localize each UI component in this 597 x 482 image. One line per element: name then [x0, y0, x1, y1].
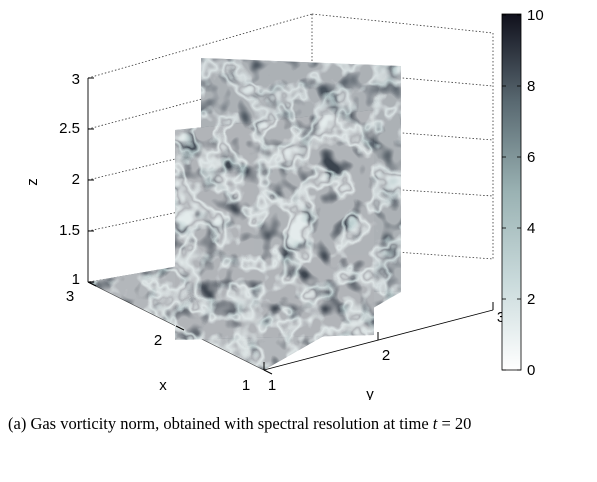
- caption-text: (a) Gas vorticity norm, obtained with sp…: [8, 414, 429, 433]
- y-axis: 1 2 3 y: [263, 302, 505, 400]
- caption-equation: = 20: [437, 414, 472, 433]
- y-tick-label: 1: [268, 377, 276, 394]
- x-tick-label: 1: [242, 377, 250, 394]
- z-axis: 1 1.5 2 2.5 3 z: [24, 71, 94, 288]
- y-axis-label: y: [366, 386, 374, 400]
- y-tick-label: 2: [382, 347, 390, 364]
- slice-xz-plane: [175, 110, 374, 340]
- z-tick-label: 1: [72, 271, 80, 288]
- y-tick-label: 3: [497, 309, 505, 326]
- z-tick-label: 2.5: [59, 120, 80, 137]
- z-tick-label: 3: [72, 71, 80, 88]
- x-axis-label: x: [159, 377, 167, 394]
- figure-caption: (a) Gas vorticity norm, obtained with sp…: [8, 412, 593, 435]
- z-axis-label: z: [24, 178, 41, 186]
- colorbar-tick-label: 10: [527, 7, 544, 24]
- colorbar-tick-label: 6: [527, 149, 535, 166]
- colorbar-tick-label: 0: [527, 362, 535, 379]
- colorbar-tick-label: 4: [527, 220, 535, 237]
- x-tick-label: 3: [66, 288, 74, 305]
- z-tick-label: 2: [72, 171, 80, 188]
- colorbar-tick-label: 2: [527, 291, 535, 308]
- figure: 1 1.5 2 2.5 3 z 3 2 1 x 1 2 3 y: [24, 7, 544, 400]
- colorbar-gradient: [501, 13, 522, 371]
- x-axis: 3 2 1 x: [66, 281, 273, 394]
- caption-variable: t: [432, 414, 438, 433]
- z-tick-label: 1.5: [59, 222, 80, 239]
- colorbar: 0 2 4 6 8 10: [501, 7, 544, 379]
- x-tick-label: 2: [154, 332, 162, 349]
- colorbar-tick-label: 8: [527, 78, 535, 95]
